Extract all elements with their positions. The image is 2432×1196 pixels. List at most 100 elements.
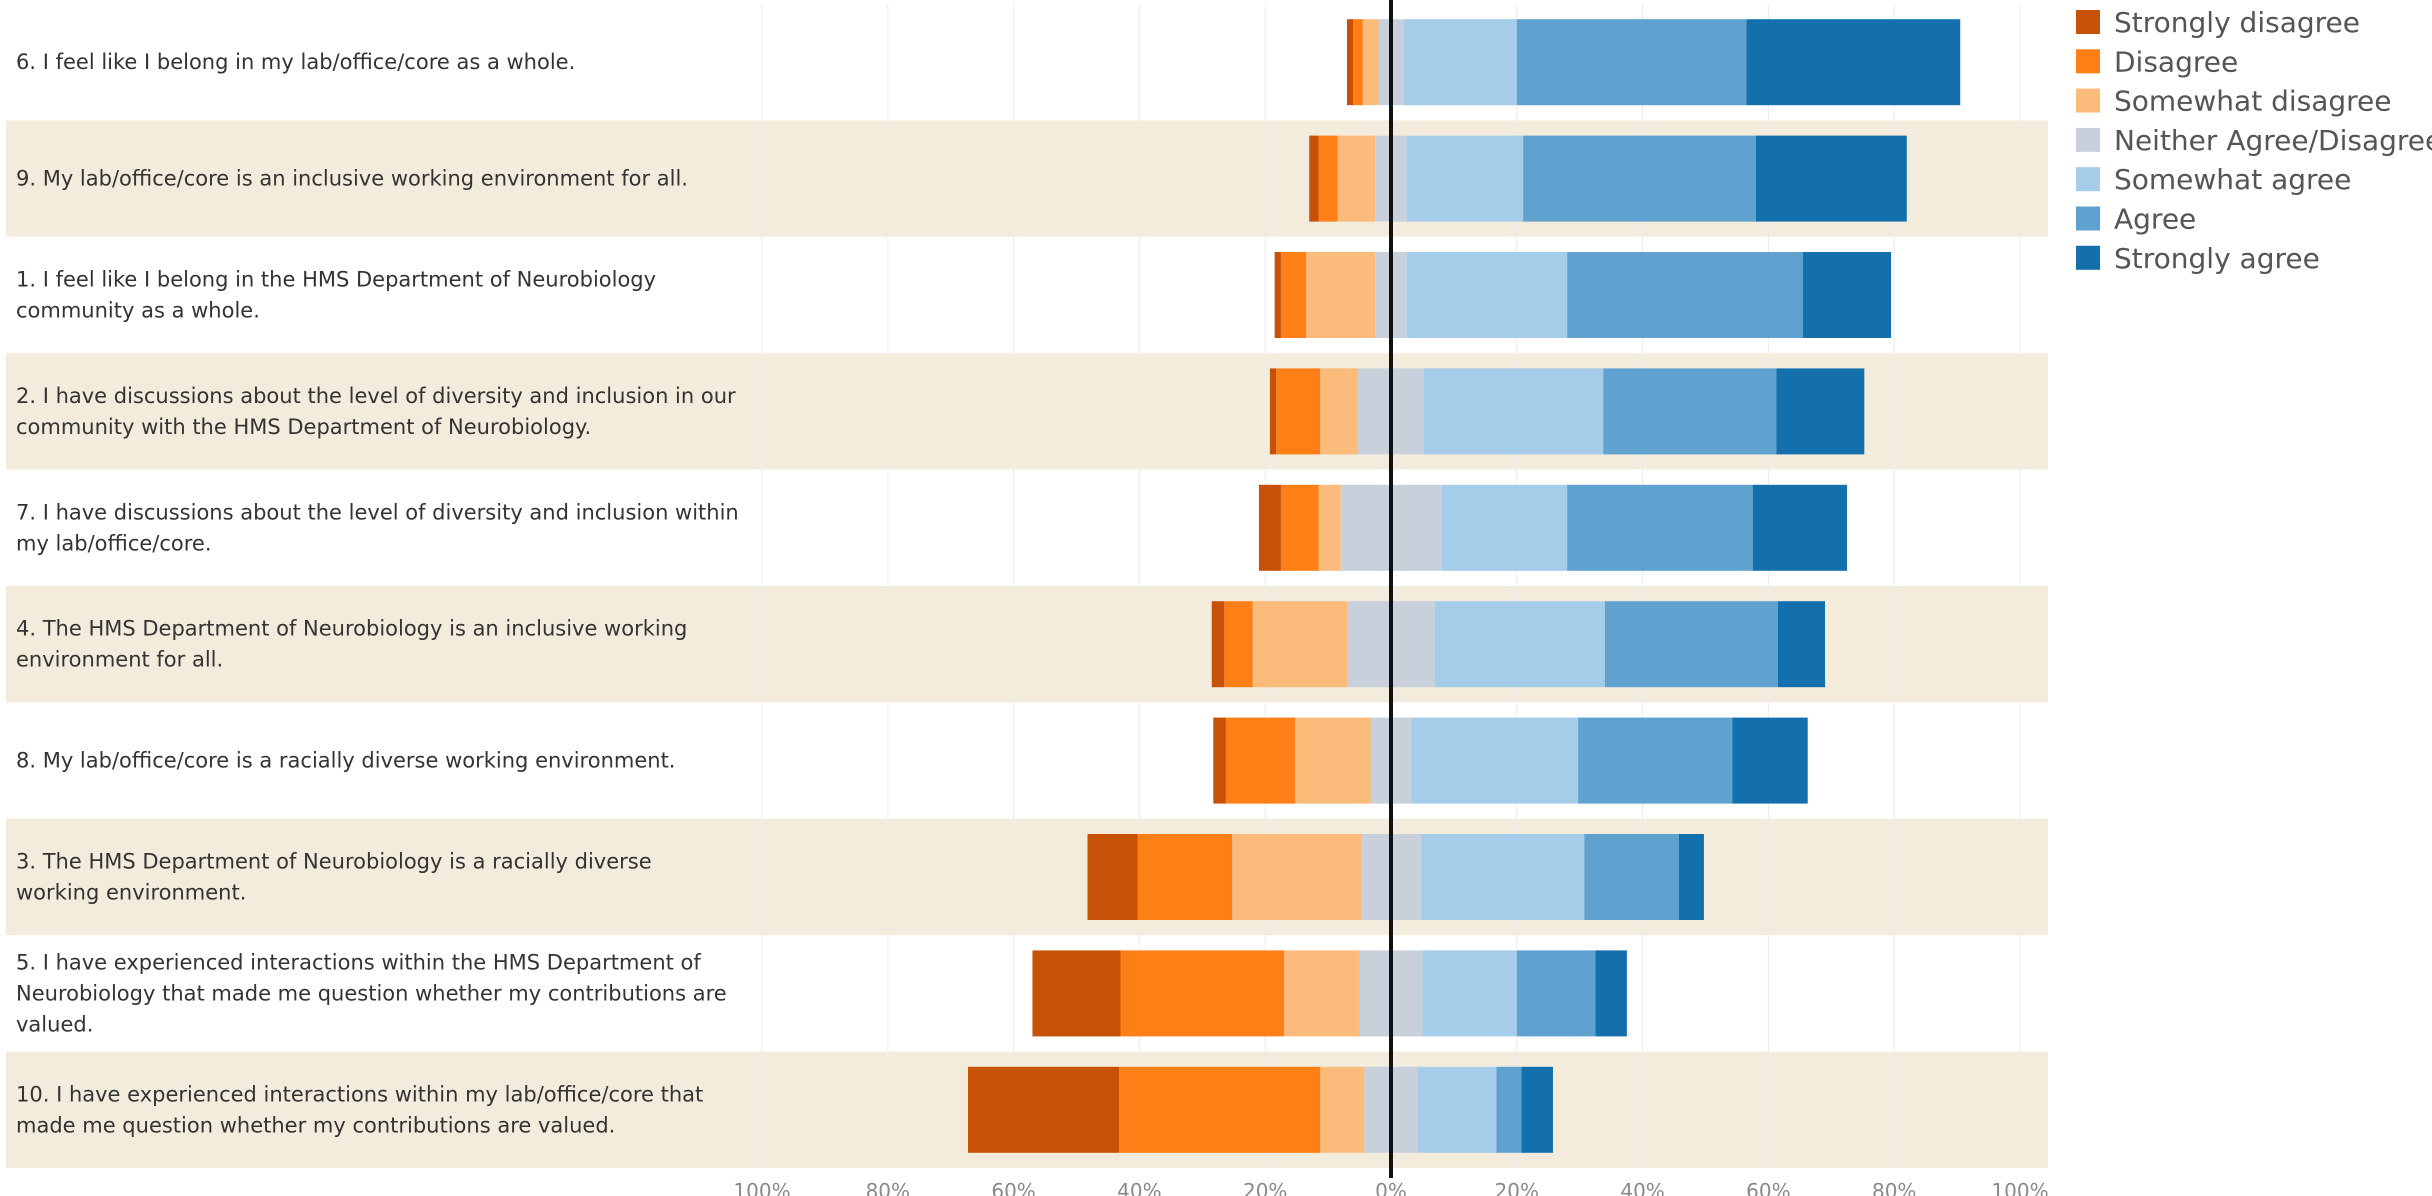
x-tick-label: 60% (1746, 1179, 1790, 1196)
row-label: 4. The HMS Department of Neurobiology is… (16, 617, 687, 641)
bar-strongly-disagree (1346, 19, 1354, 106)
bar-neither-agree-disagree (1391, 1066, 1418, 1153)
bar-somewhat-agree (1424, 368, 1604, 455)
bar-somewhat-disagree (1232, 834, 1362, 920)
legend-label: Somewhat disagree (2114, 85, 2392, 118)
row-label: community as a whole. (16, 299, 260, 323)
bar-neither-agree-disagree (1375, 135, 1391, 222)
legend-swatch (2076, 49, 2100, 74)
legend-label: Somewhat agree (2114, 163, 2351, 196)
bar-neither-agree-disagree (1391, 252, 1407, 338)
row-label: my lab/office/core. (16, 531, 212, 555)
bar-somewhat-agree (1406, 135, 1524, 222)
bar-somewhat-disagree (1306, 252, 1376, 338)
x-tick-label: 20% (1495, 1179, 1539, 1196)
row-label: valued. (16, 1012, 93, 1036)
bar-somewhat-agree (1441, 484, 1568, 571)
row-label: working environment. (16, 881, 246, 905)
bar-somewhat-disagree (1295, 717, 1371, 804)
bar-somewhat-agree (1417, 1066, 1497, 1153)
legend-swatch (2076, 167, 2100, 192)
legend-swatch (2076, 206, 2100, 231)
bar-neither-agree-disagree (1391, 368, 1425, 455)
bar-strongly-agree (1521, 1066, 1553, 1153)
bar-strongly-agree (1752, 484, 1848, 571)
row-label: 3. The HMS Department of Neurobiology is… (16, 850, 652, 874)
bar-disagree (1353, 19, 1363, 106)
row-label: 6. I feel like I belong in my lab/office… (16, 50, 575, 74)
bar-strongly-agree (1802, 252, 1892, 338)
bar-strongly-agree (1746, 19, 1961, 106)
row-label: made me question whether my contribution… (16, 1113, 615, 1137)
bar-disagree (1120, 950, 1285, 1037)
bar-strongly-agree (1755, 135, 1907, 222)
bar-somewhat-agree (1420, 834, 1585, 920)
bar-neither-agree-disagree (1361, 834, 1391, 920)
legend-swatch (2076, 127, 2100, 152)
bar-neither-agree-disagree (1391, 601, 1436, 688)
bar-agree (1523, 135, 1756, 222)
bar-strongly-disagree (1211, 601, 1225, 688)
legend-swatch (2076, 245, 2100, 270)
bar-agree (1516, 950, 1596, 1037)
row-label: community with the HMS Department of Neu… (16, 415, 591, 439)
bar-strongly-disagree (1274, 252, 1281, 338)
bar-neither-agree-disagree (1391, 135, 1407, 222)
bar-strongly-disagree (1309, 135, 1319, 222)
bar-disagree (1280, 252, 1307, 338)
legend-label: Agree (2114, 203, 2196, 236)
row-band (6, 818, 2048, 936)
bar-strongly-disagree (1269, 368, 1277, 455)
legend-label: Strongly agree (2114, 242, 2320, 275)
legend-label: Strongly disagree (2114, 6, 2360, 39)
bar-somewhat-disagree (1318, 484, 1341, 571)
x-tick-label: 80% (866, 1179, 910, 1196)
legend-label: Disagree (2114, 45, 2238, 78)
bar-strongly-disagree (1032, 950, 1121, 1037)
row-label: 7. I have discussions about the level of… (16, 500, 739, 524)
row-label: Neurobiology that made me question wheth… (16, 981, 727, 1005)
bar-somewhat-agree (1422, 950, 1517, 1037)
bar-strongly-agree (1732, 717, 1808, 804)
row-band (6, 935, 2048, 1052)
bar-agree (1567, 484, 1753, 571)
bar-neither-agree-disagree (1340, 484, 1391, 571)
bar-agree (1516, 19, 1747, 106)
bar-strongly-agree (1595, 950, 1627, 1037)
bar-agree (1496, 1066, 1522, 1153)
bar-somewhat-disagree (1320, 1066, 1365, 1153)
row-label: 8. My lab/office/core is a racially dive… (16, 749, 675, 773)
bar-somewhat-disagree (1252, 601, 1347, 688)
bar-somewhat-agree (1406, 252, 1568, 338)
bar-strongly-disagree (1258, 484, 1281, 571)
row-label: 10. I have experienced interactions with… (16, 1082, 703, 1106)
bar-somewhat-agree (1411, 717, 1579, 804)
bar-strongly-agree (1777, 601, 1826, 688)
x-tick-label: 40% (1117, 1179, 1161, 1196)
bar-neither-agree-disagree (1391, 717, 1412, 804)
x-tick-label: 20% (1243, 1179, 1287, 1196)
x-tick-label: 100% (733, 1179, 790, 1196)
bar-agree (1584, 834, 1679, 920)
x-tick-label: 0% (1375, 1179, 1407, 1196)
bar-neither-agree-disagree (1391, 19, 1404, 106)
row-label: environment for all. (16, 648, 223, 672)
bar-neither-agree-disagree (1378, 19, 1391, 106)
bar-strongly-agree (1678, 834, 1704, 920)
row-label: 2. I have discussions about the level of… (16, 384, 736, 408)
bar-strongly-disagree (967, 1066, 1119, 1153)
bar-agree (1578, 717, 1733, 804)
x-tick-label: 60% (991, 1179, 1035, 1196)
bar-strongly-disagree (1087, 834, 1138, 920)
bar-disagree (1276, 368, 1321, 455)
bar-disagree (1137, 834, 1233, 920)
bar-strongly-agree (1776, 368, 1865, 455)
bar-neither-agree-disagree (1364, 1066, 1391, 1153)
bar-somewhat-agree (1403, 19, 1517, 106)
bar-strongly-disagree (1213, 717, 1226, 804)
bar-somewhat-disagree (1320, 368, 1358, 455)
bar-neither-agree-disagree (1370, 717, 1391, 804)
bar-disagree (1318, 135, 1338, 222)
